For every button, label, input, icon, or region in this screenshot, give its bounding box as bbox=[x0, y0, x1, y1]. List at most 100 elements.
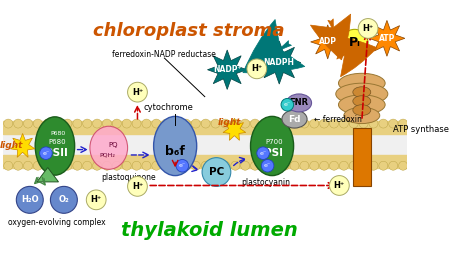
Text: P680: P680 bbox=[50, 131, 65, 136]
Text: PQH₂: PQH₂ bbox=[99, 152, 115, 158]
Circle shape bbox=[191, 161, 200, 170]
Text: b₆f: b₆f bbox=[165, 145, 185, 158]
Ellipse shape bbox=[338, 95, 385, 115]
Text: FNR: FNR bbox=[289, 98, 309, 107]
Circle shape bbox=[33, 119, 42, 128]
Text: oxygen-evolving complex: oxygen-evolving complex bbox=[8, 218, 105, 227]
Ellipse shape bbox=[353, 96, 371, 106]
Circle shape bbox=[270, 161, 279, 170]
Circle shape bbox=[359, 161, 368, 170]
Text: cytochrome: cytochrome bbox=[144, 103, 194, 112]
Circle shape bbox=[16, 186, 43, 213]
Text: H⁺: H⁺ bbox=[362, 24, 373, 33]
Text: PSII: PSII bbox=[45, 148, 68, 158]
Circle shape bbox=[128, 177, 147, 196]
Text: e⁻: e⁻ bbox=[179, 163, 186, 168]
Circle shape bbox=[73, 161, 82, 170]
Circle shape bbox=[201, 119, 210, 128]
Circle shape bbox=[231, 119, 240, 128]
Ellipse shape bbox=[287, 94, 311, 112]
Circle shape bbox=[171, 119, 180, 128]
Circle shape bbox=[23, 161, 32, 170]
Text: PQ: PQ bbox=[108, 142, 118, 148]
Circle shape bbox=[300, 119, 309, 128]
Text: ← ferredoxin: ← ferredoxin bbox=[314, 115, 362, 124]
Circle shape bbox=[389, 119, 398, 128]
Ellipse shape bbox=[344, 107, 380, 124]
Circle shape bbox=[191, 119, 200, 128]
Bar bbox=[353, 128, 371, 186]
Circle shape bbox=[261, 161, 270, 170]
Circle shape bbox=[86, 190, 106, 210]
Text: e⁻: e⁻ bbox=[264, 163, 271, 168]
Polygon shape bbox=[223, 118, 246, 140]
Polygon shape bbox=[207, 50, 247, 89]
Polygon shape bbox=[37, 168, 58, 182]
Circle shape bbox=[14, 119, 22, 128]
Circle shape bbox=[399, 161, 408, 170]
Circle shape bbox=[399, 119, 408, 128]
Circle shape bbox=[53, 119, 62, 128]
Circle shape bbox=[23, 119, 32, 128]
Circle shape bbox=[290, 119, 299, 128]
Circle shape bbox=[33, 161, 42, 170]
Circle shape bbox=[50, 186, 77, 213]
Circle shape bbox=[43, 161, 52, 170]
Ellipse shape bbox=[153, 116, 197, 176]
Circle shape bbox=[142, 161, 151, 170]
Circle shape bbox=[310, 119, 319, 128]
Circle shape bbox=[257, 147, 270, 159]
Circle shape bbox=[369, 161, 378, 170]
Circle shape bbox=[241, 161, 250, 170]
Circle shape bbox=[53, 161, 62, 170]
Circle shape bbox=[389, 161, 398, 170]
Circle shape bbox=[83, 161, 92, 170]
Circle shape bbox=[339, 161, 348, 170]
Circle shape bbox=[93, 119, 102, 128]
Text: H⁺: H⁺ bbox=[334, 181, 345, 190]
Circle shape bbox=[211, 161, 220, 170]
Circle shape bbox=[329, 161, 338, 170]
Circle shape bbox=[261, 159, 274, 172]
Circle shape bbox=[4, 161, 13, 170]
Text: ATP: ATP bbox=[379, 34, 395, 43]
Text: NADPH: NADPH bbox=[264, 58, 295, 67]
Circle shape bbox=[122, 119, 131, 128]
Circle shape bbox=[251, 161, 260, 170]
Circle shape bbox=[103, 119, 112, 128]
Circle shape bbox=[320, 119, 328, 128]
Text: ferredoxin-NADP reductase: ferredoxin-NADP reductase bbox=[112, 50, 216, 59]
Circle shape bbox=[211, 119, 220, 128]
Circle shape bbox=[142, 119, 151, 128]
Circle shape bbox=[281, 98, 293, 111]
Ellipse shape bbox=[336, 83, 388, 105]
Circle shape bbox=[241, 119, 250, 128]
Circle shape bbox=[103, 161, 112, 170]
Circle shape bbox=[112, 161, 122, 170]
Circle shape bbox=[14, 161, 22, 170]
Text: H⁺: H⁺ bbox=[251, 64, 262, 73]
Text: Fd: Fd bbox=[288, 115, 301, 124]
Circle shape bbox=[93, 161, 102, 170]
Circle shape bbox=[290, 161, 299, 170]
Circle shape bbox=[339, 119, 348, 128]
Circle shape bbox=[132, 119, 141, 128]
Circle shape bbox=[221, 161, 230, 170]
Circle shape bbox=[40, 147, 52, 159]
Bar bbox=[3, 155, 407, 168]
Text: plastocyanin: plastocyanin bbox=[242, 178, 291, 187]
Ellipse shape bbox=[251, 116, 293, 176]
Bar bbox=[3, 121, 407, 134]
Circle shape bbox=[73, 119, 82, 128]
Circle shape bbox=[280, 119, 289, 128]
Ellipse shape bbox=[353, 105, 371, 115]
Polygon shape bbox=[258, 41, 301, 84]
Circle shape bbox=[300, 161, 309, 170]
Text: PSI: PSI bbox=[264, 148, 284, 158]
Circle shape bbox=[181, 119, 190, 128]
Ellipse shape bbox=[90, 126, 128, 169]
Circle shape bbox=[379, 119, 388, 128]
Circle shape bbox=[202, 158, 231, 186]
Circle shape bbox=[349, 119, 358, 128]
Circle shape bbox=[63, 161, 72, 170]
